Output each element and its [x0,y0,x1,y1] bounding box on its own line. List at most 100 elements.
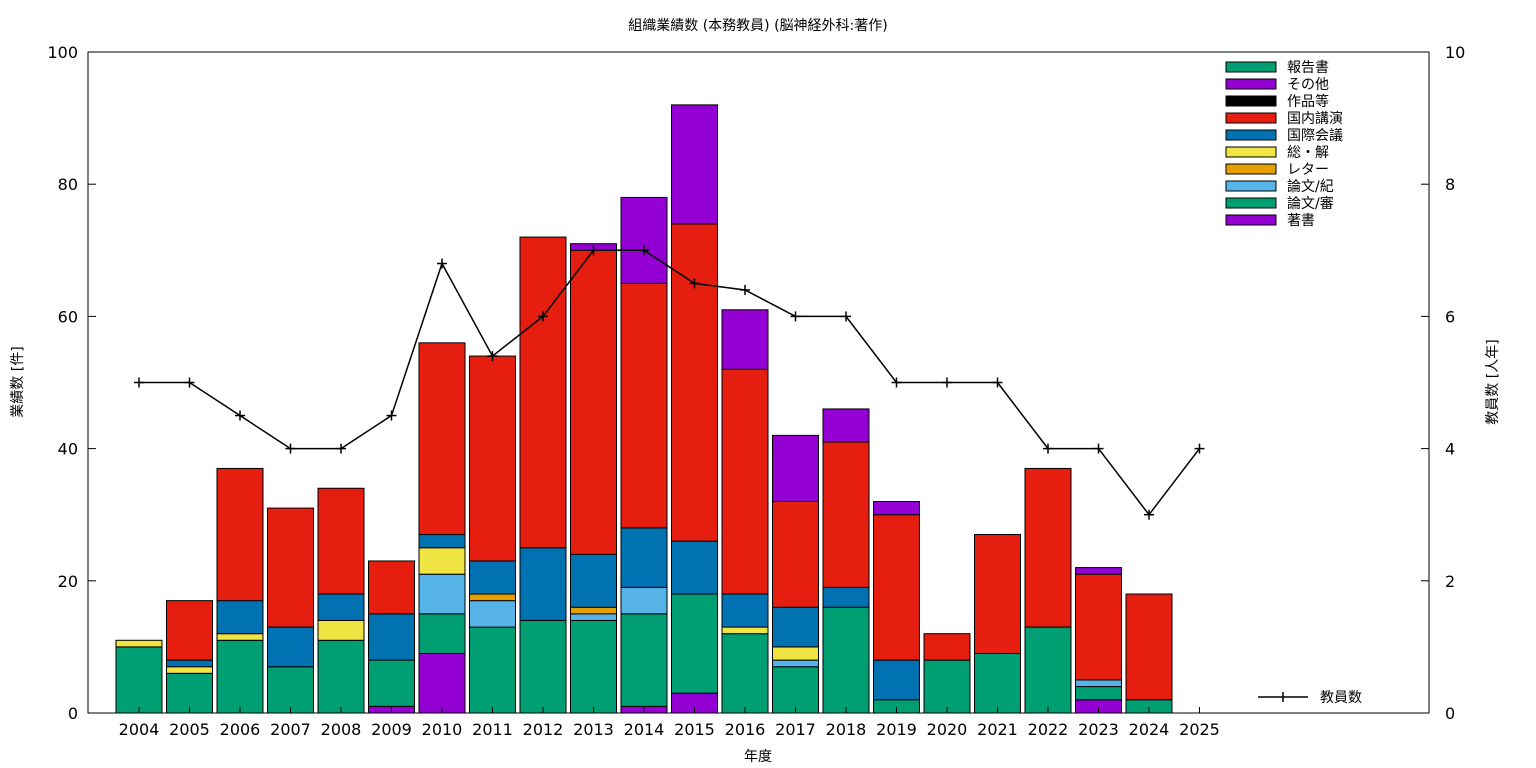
staff-point [1093,443,1104,454]
x-tick-label: 2012 [523,720,564,739]
bar-segment [1024,626,1072,714]
bar-segment [418,573,466,615]
bar-segment [570,553,617,608]
staff-point [538,311,548,322]
staff-point [992,377,1003,388]
legend-swatch [1225,197,1277,209]
y-axis-label: 業績数 [件] [10,346,26,417]
legend-label: 論文/審 [1287,196,1334,212]
staff-point [790,311,801,322]
bar-segment [772,500,819,608]
staff-point [689,278,700,289]
bar-segment [873,500,920,516]
y-tick-label: 60 [58,307,78,326]
plot-frame [87,51,1430,714]
bar-segment [166,659,213,668]
bar-segment [620,586,668,615]
bar-segment [772,659,819,668]
staff-point [134,377,144,388]
x-tick-label: 2017 [775,720,816,739]
bar-segment [671,540,718,595]
legend-label: 論文/紀 [1287,179,1334,195]
legend-label: 著書 [1287,213,1315,229]
legend-label: 国内講演 [1287,111,1343,127]
bar-segment [317,619,365,641]
staff-point [336,443,346,454]
bar-segment [216,467,264,602]
x-tick-label: 2024 [1129,720,1170,739]
x-tick-label: 2022 [1028,720,1069,739]
bar-segment [772,666,819,714]
bar-segment [1075,686,1122,701]
x-tick-label: 2025 [1179,720,1220,739]
legend-label: 総・解 [1287,145,1329,161]
staff-point [588,245,599,256]
legend-swatch [1225,112,1277,124]
bar-segment [570,613,617,621]
x-tick-label: 2005 [169,720,210,739]
staff-line-path [139,249,1201,516]
bar-segment [418,653,466,714]
staff-point [841,311,851,322]
y-tick-label: 100 [47,43,78,62]
y-tick-label: 40 [58,440,78,459]
bar-segment [822,606,870,714]
bar-segment [1075,679,1122,688]
bar-segment [418,342,466,536]
bar-segment [267,626,314,668]
staff-point [386,410,397,421]
x-tick-label: 2016 [725,720,766,739]
staff-point [285,443,296,454]
y2-tick-label: 10 [1445,43,1465,62]
staff-line [134,245,1205,520]
staff-point [1144,509,1154,520]
staff-point [1194,443,1205,454]
bar-segment [822,586,870,608]
bar-segment [469,626,516,714]
bar-segment [974,653,1021,714]
legend-item: 作品等 [1225,93,1329,110]
legend-item: 著書 [1225,213,1315,229]
bar-segment [620,527,668,588]
bar-segment [620,613,668,707]
x-tick-label: 2021 [977,720,1018,739]
y2-tick-label: 6 [1445,307,1455,326]
staff-point [1043,443,1053,454]
x-tick-label: 2010 [422,720,463,739]
bar-segment [671,593,718,694]
staff-point [184,377,195,388]
bar-segment [671,104,718,225]
y2-axis-label: 教員数 [人年] [1485,339,1501,424]
staff-point [437,258,447,269]
y2-tick-label: 0 [1445,704,1455,723]
legend-item: 国内講演 [1225,111,1343,127]
bar-segment [267,666,314,714]
bar-segment [822,441,870,588]
legend-swatch [1225,95,1277,107]
legend-swatch [1225,146,1277,158]
line-legend: 教員数 [1258,690,1362,706]
bar-segment [418,534,466,549]
bar-segment [469,593,516,602]
x-tick-label: 2023 [1078,720,1119,739]
bar-segment [721,593,769,628]
bar-segment [721,633,769,714]
bar-segment [469,355,516,562]
x-tick-label: 2007 [270,720,311,739]
bar-segment [317,639,365,714]
bar-segment [570,619,617,714]
legend-swatch [1225,214,1277,226]
x-tick-label: 2013 [573,720,614,739]
bar-segment [519,236,567,549]
bar-segment [519,547,567,621]
legend-item: レター [1225,162,1329,178]
x-tick-label: 2019 [876,720,917,739]
y-tick-label: 20 [58,572,78,591]
bar-segment [267,507,314,628]
legend-swatch [1225,163,1277,175]
bar-segment [620,282,668,529]
bar-segment [822,408,870,443]
x-tick-label: 2018 [826,720,867,739]
legend-item: 論文/審 [1225,196,1334,212]
